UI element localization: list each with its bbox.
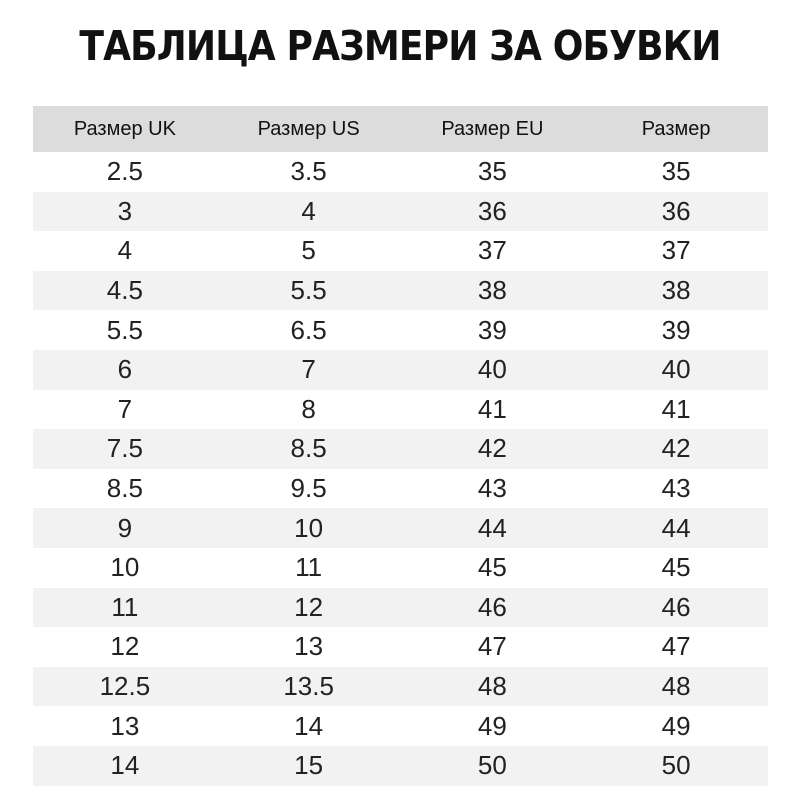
cell-size: 46 (661, 591, 691, 622)
cell-eu: 43 (477, 473, 507, 504)
cell-uk: 8.5 (106, 473, 143, 504)
table-row: 6 7 40 40 (33, 349, 768, 390)
cell-uk: 4.5 (106, 275, 143, 306)
table-body: 2.5 3.5 35 35 3 4 36 36 4 5 37 37 4.5 5.5 38 38 5.5 6.5 39… (33, 152, 768, 786)
cell-uk: 12 (110, 631, 140, 662)
cell-uk: 12.5 (99, 671, 151, 702)
cell-eu: 40 (477, 354, 507, 385)
cell-size: 50 (661, 750, 691, 781)
cell-size: 35 (661, 156, 691, 187)
cell-size: 39 (661, 314, 691, 345)
cell-size: 38 (661, 275, 691, 306)
cell-uk: 11 (111, 591, 139, 622)
cell-us: 5.5 (290, 275, 327, 306)
cell-eu: 36 (477, 195, 507, 226)
cell-size: 44 (661, 512, 691, 543)
cell-uk: 13 (110, 710, 140, 741)
cell-us: 15 (294, 750, 324, 781)
table-row: 4.5 5.5 38 38 (33, 270, 768, 311)
header-uk: Размер UK (73, 117, 176, 140)
page-title: ТАБЛИЦА РАЗМЕРИ ЗА ОБУВКИ (79, 22, 721, 70)
cell-eu: 49 (477, 710, 507, 741)
header-size: Размер (641, 117, 711, 140)
cell-eu: 47 (477, 631, 507, 662)
cell-eu: 37 (477, 235, 507, 266)
cell-eu: 50 (477, 750, 507, 781)
table-row: 3 4 36 36 (33, 191, 768, 232)
cell-eu: 39 (477, 314, 507, 345)
cell-us: 12 (294, 591, 324, 622)
cell-size: 43 (661, 473, 691, 504)
cell-us: 13 (294, 631, 324, 662)
cell-us: 14 (294, 710, 324, 741)
table-row: 11 12 46 46 (33, 587, 768, 628)
cell-uk: 7 (117, 393, 133, 424)
table-row: 5.5 6.5 39 39 (33, 310, 768, 350)
cell-us: 8 (301, 393, 316, 424)
header-eu: Размер EU (441, 117, 544, 140)
cell-uk: 14 (110, 750, 140, 781)
header-us: Размер US (257, 117, 360, 140)
cell-uk: 5.5 (106, 314, 143, 345)
cell-size: 37 (661, 235, 691, 266)
cell-size: 47 (661, 631, 691, 662)
table-row: 9 10 44 44 (33, 508, 768, 548)
table-header-row: Размер UK Размер US Размер EU Размер (33, 106, 768, 152)
cell-size: 36 (661, 195, 691, 226)
cell-us: 11 (295, 552, 323, 583)
cell-us: 8.5 (290, 433, 327, 464)
cell-uk: 10 (110, 552, 140, 583)
cell-eu: 44 (477, 512, 507, 543)
table-row: 8.5 9.5 43 43 (33, 469, 768, 509)
cell-uk: 6 (117, 354, 133, 385)
table-row: 12 13 47 47 (33, 627, 768, 667)
cell-eu: 35 (477, 156, 507, 187)
table-row: 7 8 41 41 (33, 390, 768, 430)
cell-eu: 38 (477, 275, 507, 306)
cell-us: 9.5 (290, 473, 327, 504)
table-row: 4 5 37 37 (33, 231, 768, 271)
cell-eu: 42 (477, 433, 507, 464)
table-row: 7.5 8.5 42 42 (33, 429, 768, 469)
cell-eu: 48 (477, 671, 507, 702)
cell-us: 6.5 (290, 314, 327, 345)
cell-uk: 9 (117, 512, 133, 543)
table-row: 13 14 49 49 (33, 706, 768, 746)
size-table: Размер UK Размер US Размер EU Размер 2.5… (33, 106, 768, 786)
cell-size: 41 (661, 393, 691, 424)
cell-us: 7 (301, 354, 316, 385)
cell-eu: 41 (477, 393, 507, 424)
cell-uk: 2.5 (106, 156, 143, 187)
table-row: 10 11 45 45 (33, 548, 768, 588)
table-row: 14 15 50 50 (33, 745, 768, 786)
cell-us: 3.5 (290, 156, 327, 187)
cell-size: 40 (661, 354, 691, 385)
cell-size: 48 (661, 671, 691, 702)
table-row: 12.5 13.5 48 48 (33, 666, 768, 707)
cell-us: 4 (301, 195, 316, 226)
cell-eu: 46 (477, 591, 507, 622)
cell-uk: 3 (117, 195, 133, 226)
cell-us: 10 (294, 512, 324, 543)
cell-uk: 7.5 (106, 433, 143, 464)
cell-uk: 4 (117, 235, 133, 266)
cell-us: 13.5 (283, 671, 334, 702)
cell-size: 49 (661, 710, 691, 741)
cell-us: 5 (301, 235, 316, 266)
cell-size: 45 (661, 552, 691, 583)
cell-eu: 45 (477, 552, 507, 583)
table-row: 2.5 3.5 35 35 (33, 152, 768, 192)
cell-size: 42 (661, 433, 691, 464)
